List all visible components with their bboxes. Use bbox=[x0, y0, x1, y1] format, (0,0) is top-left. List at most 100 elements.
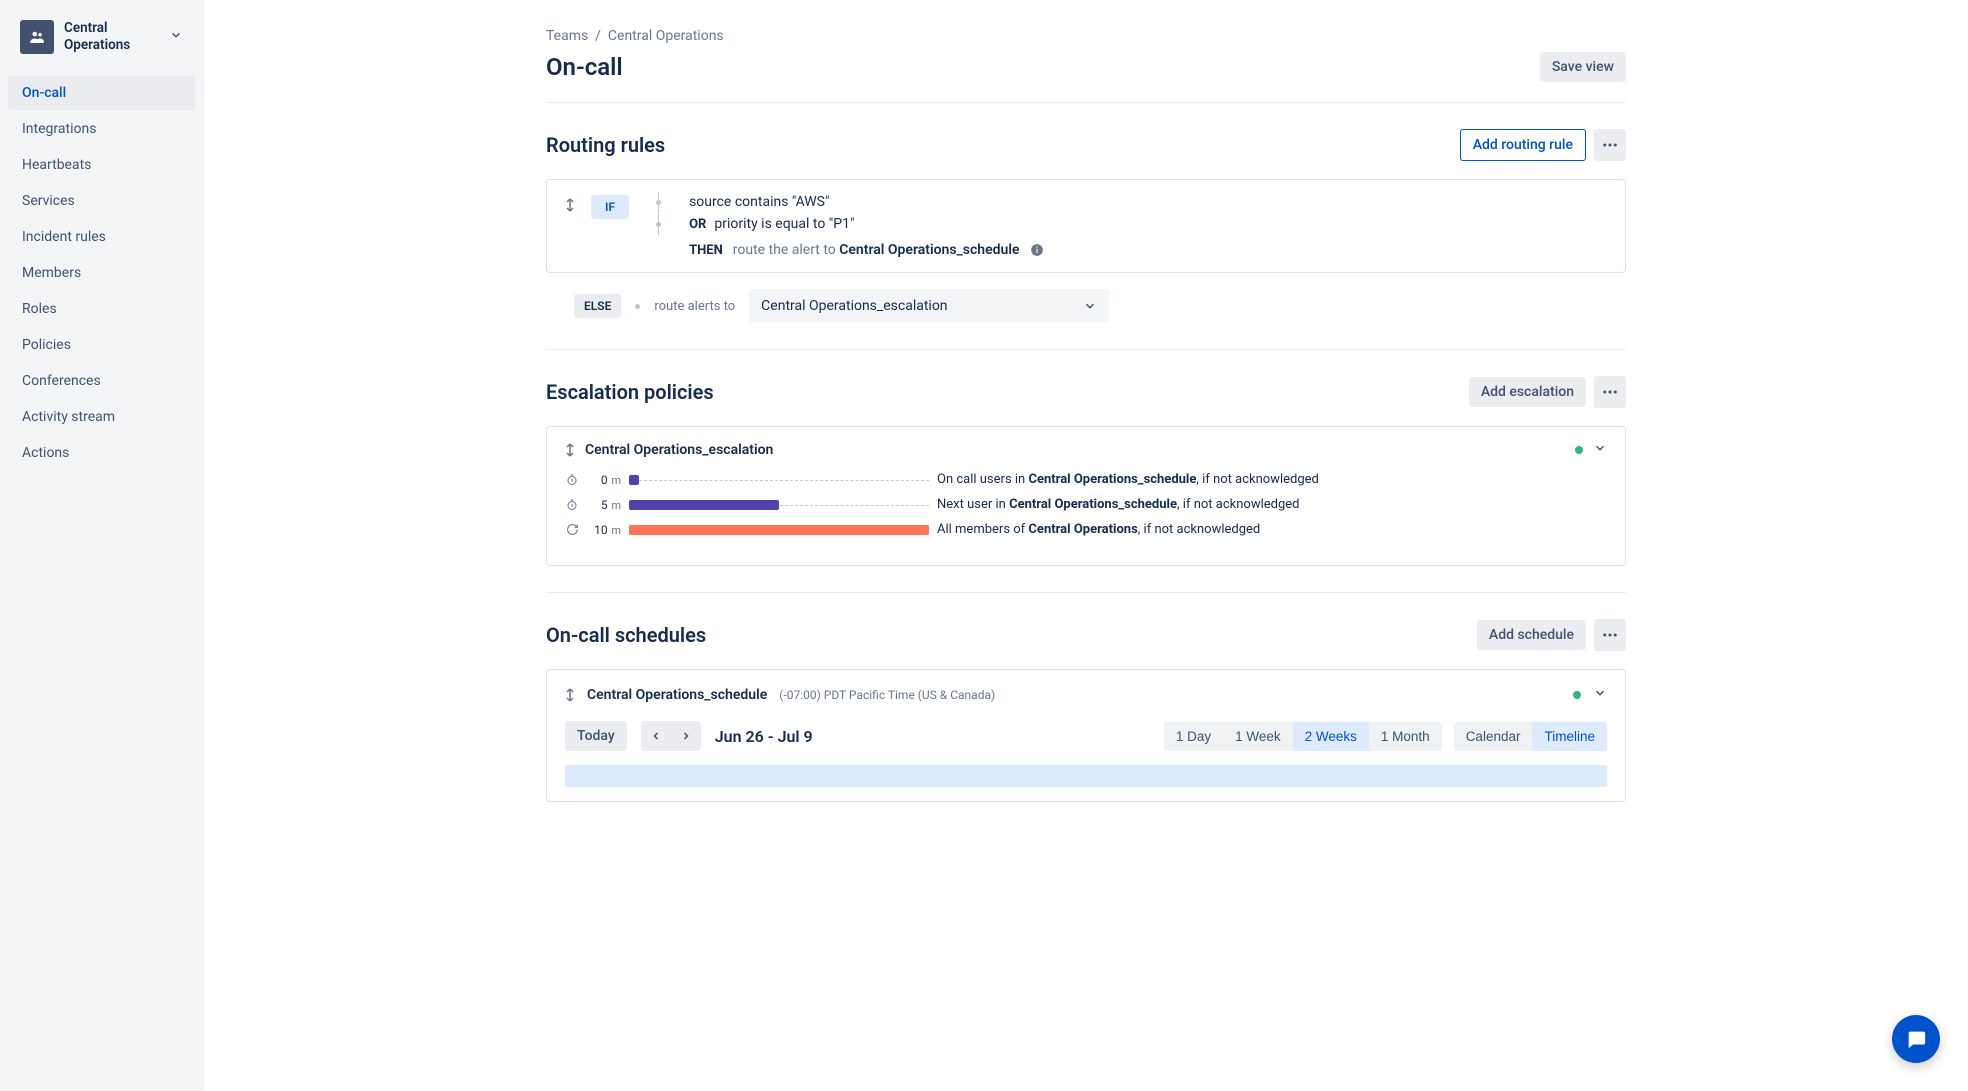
sidebar-item-services[interactable]: Services bbox=[8, 184, 195, 218]
sidebar-nav: On-callIntegrationsHeartbeatsServicesInc… bbox=[0, 76, 203, 472]
main-scroll: Teams / Central Operations On-call Save … bbox=[204, 0, 1968, 1091]
status-dot bbox=[1573, 691, 1581, 699]
breadcrumb-root[interactable]: Teams bbox=[546, 28, 588, 44]
else-dot bbox=[635, 304, 640, 309]
drag-handle-icon[interactable] bbox=[565, 194, 575, 215]
info-icon[interactable] bbox=[1030, 243, 1044, 257]
chevron-right-icon bbox=[680, 730, 692, 742]
view-segment: CalendarTimeline bbox=[1454, 722, 1607, 751]
chevron-down-icon[interactable] bbox=[1593, 441, 1607, 459]
chevron-down-icon[interactable] bbox=[1593, 686, 1607, 704]
breadcrumb: Teams / Central Operations bbox=[546, 28, 1626, 44]
status-dot bbox=[1575, 446, 1583, 454]
page-header: On-call Save view bbox=[546, 52, 1626, 102]
or-label: OR bbox=[689, 217, 706, 232]
schedule-name: Central Operations_schedule bbox=[587, 687, 767, 703]
else-target-value: Central Operations_escalation bbox=[761, 298, 947, 314]
range-option-2-weeks[interactable]: 2 Weeks bbox=[1293, 722, 1369, 751]
schedule-card[interactable]: Central Operations_schedule (-07:00) PDT… bbox=[546, 669, 1626, 802]
range-option-1-day[interactable]: 1 Day bbox=[1164, 722, 1223, 751]
routing-rules-section: Routing rules Add routing rule IF bbox=[546, 103, 1626, 349]
add-schedule-button[interactable]: Add schedule bbox=[1477, 620, 1586, 650]
sidebar-item-incident-rules[interactable]: Incident rules bbox=[8, 220, 195, 254]
escalation-section: Escalation policies Add escalation Centr… bbox=[546, 350, 1626, 592]
condition-2: priority is equal to "P1" bbox=[714, 216, 854, 232]
condition-1: source contains "AWS" bbox=[689, 194, 829, 210]
chat-icon bbox=[1905, 1028, 1927, 1050]
step-time: 5 m bbox=[587, 498, 621, 512]
schedules-title: On-call schedules bbox=[546, 623, 706, 647]
step-time: 0 m bbox=[587, 473, 621, 487]
add-routing-rule-button[interactable]: Add routing rule bbox=[1460, 129, 1586, 161]
escalation-step: 10 m All members of Central Operations, i… bbox=[565, 522, 1607, 537]
else-target-select[interactable]: Central Operations_escalation bbox=[749, 289, 1109, 323]
more-horizontal-icon bbox=[1601, 383, 1619, 401]
then-target: Central Operations_schedule bbox=[839, 242, 1019, 258]
step-bar bbox=[629, 500, 929, 510]
repeat-icon bbox=[565, 523, 579, 536]
today-button[interactable]: Today bbox=[565, 721, 627, 751]
schedules-more-button[interactable] bbox=[1594, 619, 1626, 651]
sidebar-item-on-call[interactable]: On-call bbox=[8, 76, 195, 110]
then-prefix: route the alert to bbox=[733, 242, 839, 258]
step-bar bbox=[629, 475, 929, 485]
save-view-button[interactable]: Save view bbox=[1540, 52, 1626, 82]
clock-icon bbox=[565, 474, 579, 486]
breadcrumb-current[interactable]: Central Operations bbox=[608, 28, 724, 44]
sidebar-item-activity-stream[interactable]: Activity stream bbox=[8, 400, 195, 434]
chevron-down-icon bbox=[169, 28, 183, 46]
sidebar-item-conferences[interactable]: Conferences bbox=[8, 364, 195, 398]
prev-button[interactable] bbox=[641, 721, 671, 751]
sidebar-item-heartbeats[interactable]: Heartbeats bbox=[8, 148, 195, 182]
routing-rule-card[interactable]: IF source contains "AWS" OR priority is … bbox=[546, 179, 1626, 273]
sidebar-item-roles[interactable]: Roles bbox=[8, 292, 195, 326]
range-option-1-month[interactable]: 1 Month bbox=[1369, 722, 1442, 751]
chevron-down-icon bbox=[1083, 299, 1097, 313]
more-horizontal-icon bbox=[1601, 626, 1619, 644]
then-label: THEN bbox=[689, 243, 723, 258]
sidebar: Central Operations On-callIntegrationsHe… bbox=[0, 0, 204, 1091]
drag-handle-icon[interactable] bbox=[565, 684, 575, 705]
routing-more-button[interactable] bbox=[1594, 129, 1626, 161]
else-row: ELSE route alerts to Central Operations_… bbox=[546, 289, 1626, 323]
escalation-step: 0 m On call users in Central Operations_s… bbox=[565, 472, 1607, 487]
escalation-step: 5 m Next user in Central Operations_sched… bbox=[565, 497, 1607, 512]
step-time: 10 m bbox=[587, 523, 621, 537]
timeline-row[interactable] bbox=[565, 765, 1607, 787]
team-switcher[interactable]: Central Operations bbox=[8, 12, 195, 62]
drag-handle-icon[interactable] bbox=[565, 439, 575, 460]
range-option-1-week[interactable]: 1 Week bbox=[1223, 722, 1293, 751]
team-name: Central Operations bbox=[64, 20, 169, 54]
view-option-calendar[interactable]: Calendar bbox=[1454, 722, 1533, 751]
else-prefix: route alerts to bbox=[654, 299, 735, 314]
routing-title: Routing rules bbox=[546, 133, 665, 157]
schedule-timezone: (-07:00) PDT Pacific Time (US & Canada) bbox=[779, 688, 995, 702]
sidebar-item-integrations[interactable]: Integrations bbox=[8, 112, 195, 146]
step-description: All members of Central Operations, if no… bbox=[937, 522, 1260, 537]
add-escalation-button[interactable]: Add escalation bbox=[1469, 377, 1586, 407]
next-button[interactable] bbox=[671, 721, 701, 751]
range-segment: 1 Day1 Week2 Weeks1 Month bbox=[1164, 722, 1442, 751]
else-badge: ELSE bbox=[574, 294, 621, 318]
schedules-section: On-call schedules Add schedule Central O… bbox=[546, 593, 1626, 828]
sidebar-item-policies[interactable]: Policies bbox=[8, 328, 195, 362]
team-icon bbox=[20, 20, 54, 54]
sidebar-item-members[interactable]: Members bbox=[8, 256, 195, 290]
step-bar bbox=[629, 525, 929, 535]
page-title: On-call bbox=[546, 53, 623, 81]
more-horizontal-icon bbox=[1601, 136, 1619, 154]
escalation-policy-name: Central Operations_escalation bbox=[585, 442, 1565, 458]
escalation-policy-card[interactable]: Central Operations_escalation 0 m On call… bbox=[546, 426, 1626, 566]
chevron-left-icon bbox=[650, 730, 662, 742]
sidebar-item-actions[interactable]: Actions bbox=[8, 436, 195, 470]
clock-icon bbox=[565, 499, 579, 511]
escalation-title: Escalation policies bbox=[546, 380, 714, 404]
if-badge: IF bbox=[591, 195, 629, 219]
chat-bubble-button[interactable] bbox=[1892, 1015, 1940, 1063]
main-content: Teams / Central Operations On-call Save … bbox=[546, 0, 1626, 888]
step-description: Next user in Central Operations_schedule… bbox=[937, 497, 1300, 512]
view-option-timeline[interactable]: Timeline bbox=[1532, 722, 1607, 751]
date-range: Jun 26 - Jul 9 bbox=[715, 727, 813, 746]
escalation-more-button[interactable] bbox=[1594, 376, 1626, 408]
step-description: On call users in Central Operations_sche… bbox=[937, 472, 1319, 487]
